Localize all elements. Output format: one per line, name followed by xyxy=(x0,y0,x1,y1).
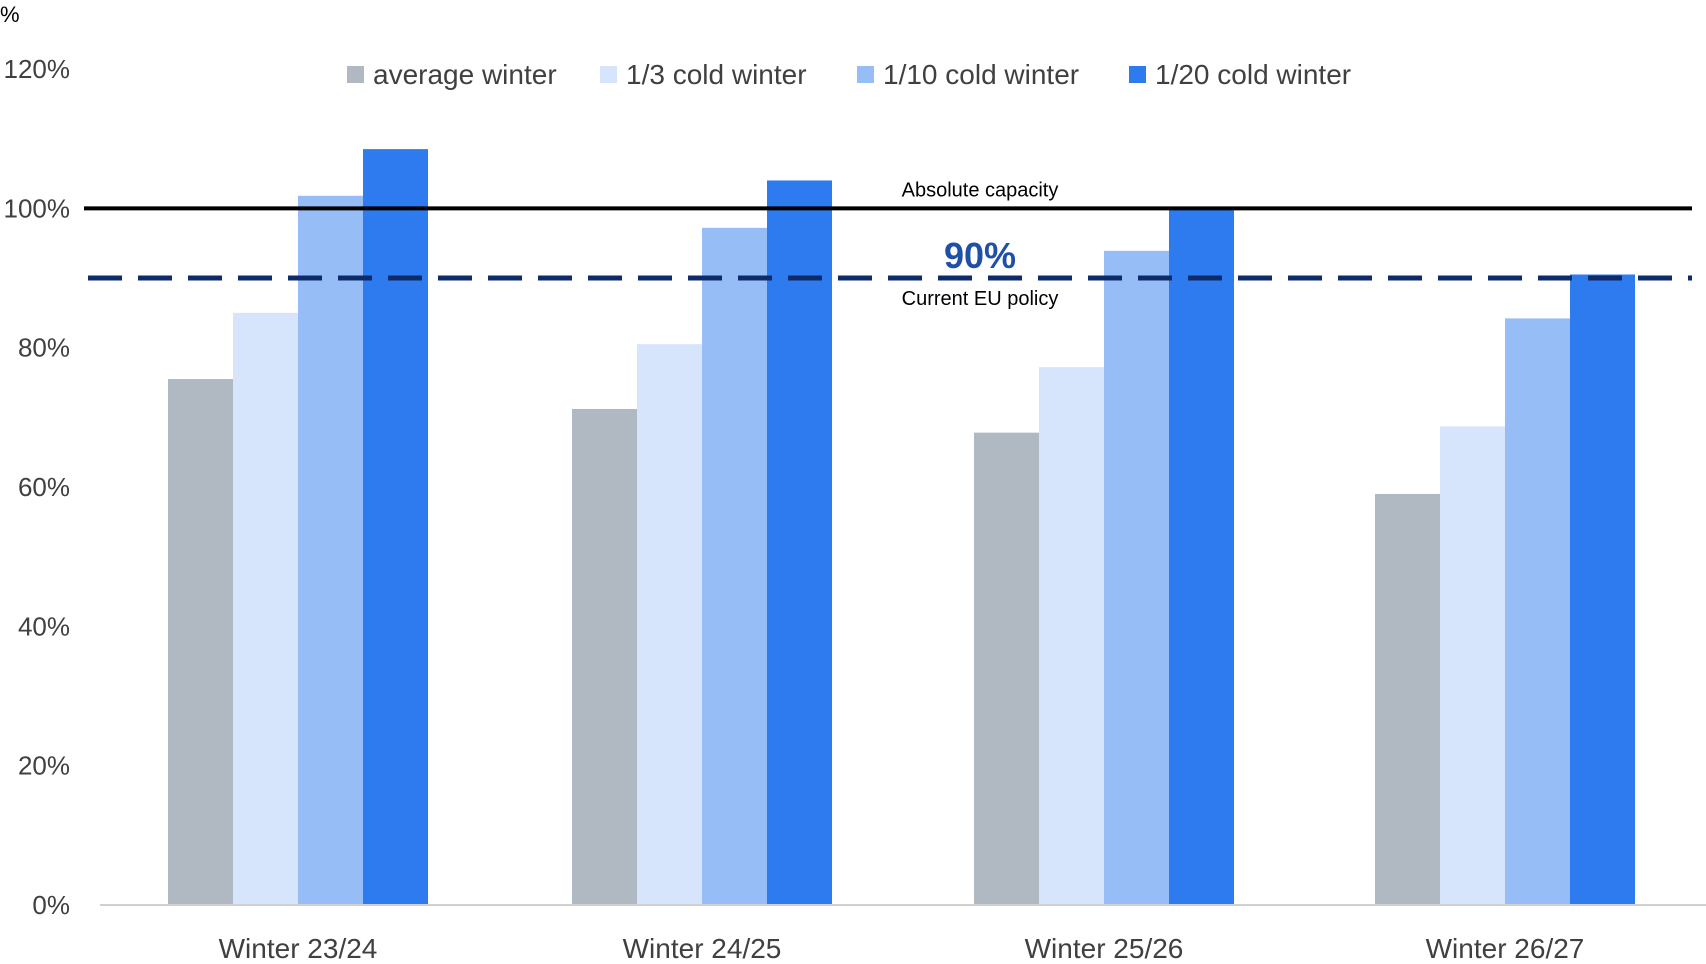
legend-label: 1/3 cold winter xyxy=(626,59,807,90)
legend-swatch xyxy=(347,66,364,83)
y-axis-label: % xyxy=(0,2,20,27)
category-labels: Winter 23/24 Winter 24/25 Winter 25/26 Wint… xyxy=(219,933,1585,964)
y-tick-label: 60% xyxy=(18,472,70,502)
bar xyxy=(974,432,1039,905)
y-tick-label: 20% xyxy=(18,751,70,781)
bar xyxy=(1440,426,1505,905)
legend-label: average winter xyxy=(373,59,557,90)
absolute-capacity-label: Absolute capacity xyxy=(902,179,1059,201)
x-tick-label: Winter 25/26 xyxy=(1025,933,1184,964)
legend-swatch xyxy=(857,66,874,83)
legend: average winter 1/3 cold winter 1/10 cold w… xyxy=(347,59,1351,90)
bar xyxy=(572,408,637,905)
legend-label: 1/10 cold winter xyxy=(883,59,1079,90)
bar xyxy=(1505,318,1570,905)
y-tick-label: 100% xyxy=(4,193,71,223)
y-tick-label: 40% xyxy=(18,611,70,641)
x-tick-label: Winter 24/25 xyxy=(623,933,782,964)
reference-lines: Absolute capacity 90% Current EU policy xyxy=(84,179,1692,310)
bar xyxy=(363,149,428,905)
bar xyxy=(702,227,767,906)
bar xyxy=(233,312,298,905)
y-tick-label: 80% xyxy=(18,333,70,363)
bar xyxy=(1169,208,1234,906)
bar xyxy=(767,180,832,905)
x-tick-label: Winter 23/24 xyxy=(219,933,378,964)
eu-policy-value-label: 90% xyxy=(944,235,1016,276)
bar xyxy=(168,379,233,905)
bar xyxy=(298,195,363,905)
bar xyxy=(1039,367,1104,905)
bars xyxy=(168,149,1635,906)
bar xyxy=(1375,493,1440,905)
bar xyxy=(637,344,702,905)
legend-swatch xyxy=(1129,66,1146,83)
bar xyxy=(1104,250,1169,905)
x-tick-label: Winter 26/27 xyxy=(1426,933,1585,964)
bar xyxy=(1570,274,1635,905)
y-tick-label: 120% xyxy=(4,54,71,84)
eu-policy-label: Current EU policy xyxy=(902,288,1059,310)
y-axis-ticks: 0% 20% 40% 60% 80% 100% 120% xyxy=(4,54,71,920)
y-tick-label: 0% xyxy=(32,890,70,920)
legend-label: 1/20 cold winter xyxy=(1155,59,1351,90)
legend-swatch xyxy=(600,66,617,83)
